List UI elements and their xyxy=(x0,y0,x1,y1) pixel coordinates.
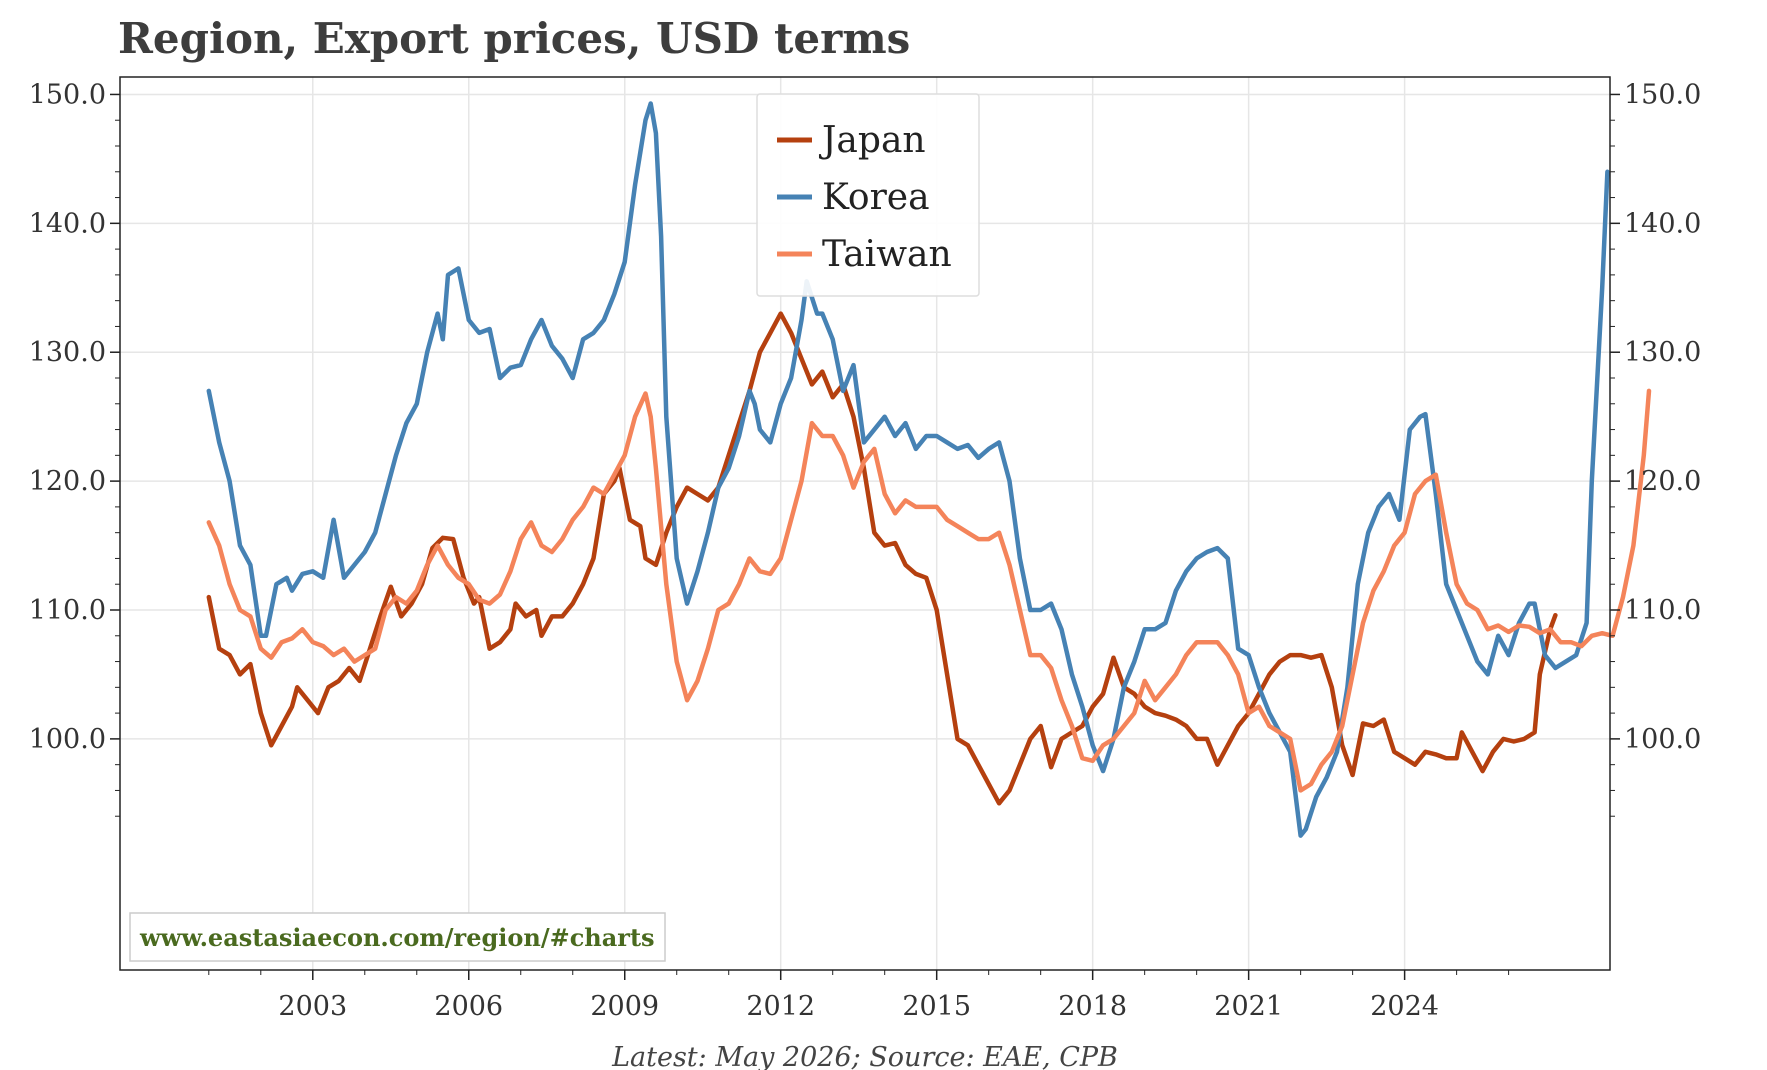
chart-title: Region, Export prices, USD terms xyxy=(118,14,910,63)
x-tick-label: 2006 xyxy=(434,991,503,1022)
watermark-box: www.eastasiaecon.com/region/#charts xyxy=(129,912,666,962)
y-tick-label-left: 140.0 xyxy=(29,208,106,239)
legend: Japan Korea Taiwan xyxy=(756,93,980,297)
x-tick-label: 2003 xyxy=(278,991,347,1022)
legend-label-japan: Japan xyxy=(818,120,926,161)
y-tick-label-left: 130.0 xyxy=(29,337,106,368)
y-tick-label-left: 150.0 xyxy=(29,79,106,110)
series-line-korea xyxy=(206,101,1610,838)
y-tick-label-right: 100.0 xyxy=(1624,724,1701,755)
x-tick-label: 2015 xyxy=(902,991,971,1022)
watermark-frame xyxy=(129,912,666,962)
axis-ticks: 100.0 100.0 110.0 110.0 120.0 120.0 130.0 130.0… xyxy=(29,79,1702,1022)
y-tick-label-left: 110.0 xyxy=(29,595,106,626)
watermark-url: www.eastasiaecon.com/region/#charts xyxy=(139,923,655,952)
x-tick-label: 2012 xyxy=(746,991,815,1022)
y-tick-label-right: 120.0 xyxy=(1624,466,1701,497)
y-tick-label-right: 130.0 xyxy=(1624,337,1701,368)
plot-frame xyxy=(119,76,1611,971)
source-note: Latest: May 2026; Source: EAE, CPB xyxy=(611,1042,1118,1070)
legend-label-korea: Korea xyxy=(822,177,930,218)
y-tick-label-right: 110.0 xyxy=(1624,595,1701,626)
x-tick-label: 2024 xyxy=(1370,991,1439,1022)
x-tick-label: 2009 xyxy=(590,991,659,1022)
legend-label-taiwan: Taiwan xyxy=(822,234,952,275)
x-tick-label: 2021 xyxy=(1214,991,1283,1022)
legend-box xyxy=(756,93,980,297)
y-tick-label-right: 140.0 xyxy=(1624,208,1701,239)
series-lines xyxy=(206,101,1652,838)
y-tick-label-left: 120.0 xyxy=(29,466,106,497)
series-line-japan xyxy=(206,311,1558,806)
x-tick-label: 2018 xyxy=(1058,991,1127,1022)
series-line-taiwan xyxy=(206,388,1652,793)
y-tick-label-left: 100.0 xyxy=(29,724,106,755)
y-tick-label-right: 150.0 xyxy=(1624,79,1701,110)
